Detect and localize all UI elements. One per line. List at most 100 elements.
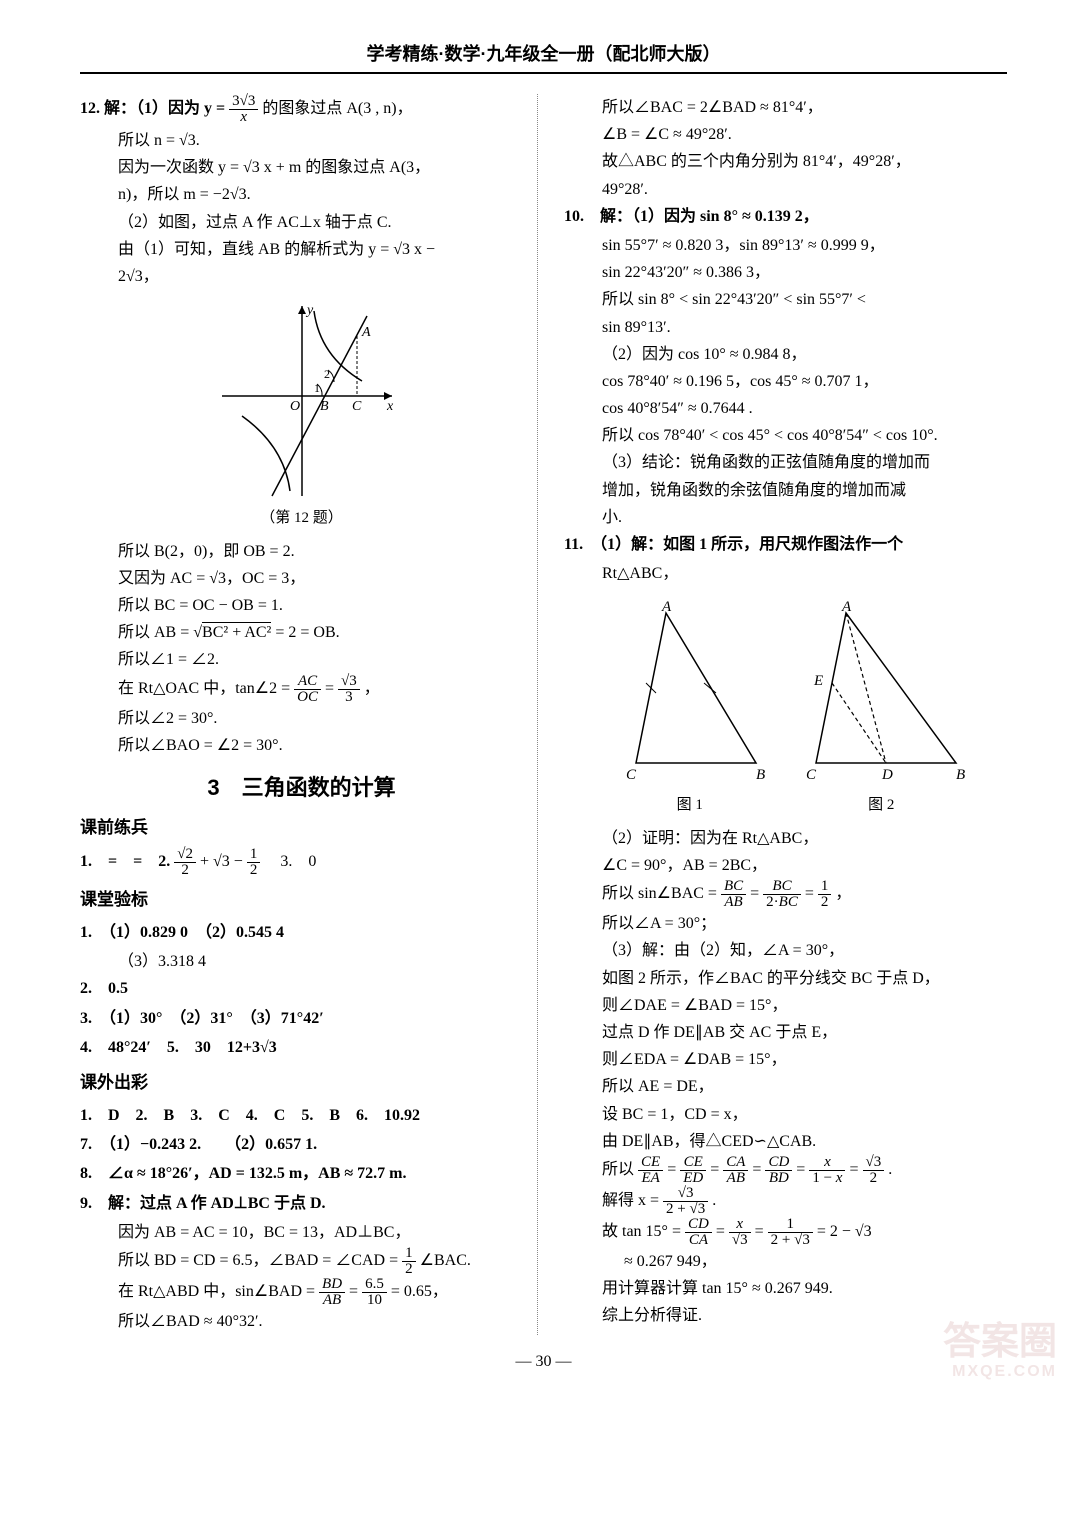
svg-text:C: C: [806, 767, 817, 783]
row: cos 40°8′54″ ≈ 0.7644 .: [564, 395, 1007, 422]
svg-text:C: C: [626, 767, 637, 783]
text: 在 Rt△ABD 中，sin∠BAD =: [118, 1283, 319, 1300]
two-columns: 12. 解：（1）因为 y = 3√3x 的图象过点 A(3 , n)， 所以 …: [80, 94, 1007, 1335]
row: ∠B = ∠C ≈ 49°28′.: [564, 121, 1007, 148]
triangle-svg: A B C A B C D E: [596, 593, 976, 793]
row: 用计算器计算 tan 15° ≈ 0.267 949.: [564, 1275, 1007, 1302]
row: 3. （1）30° （2）31° （3）71°42′: [80, 1005, 523, 1032]
row: 所以 CEEA = CEED = CAAB = CDBD = x1 − x = …: [564, 1155, 1007, 1186]
row: （2）因为 cos 10° ≈ 0.984 8，: [564, 341, 1007, 368]
frac: √32 + √3: [663, 1186, 708, 1217]
svg-text:E: E: [813, 673, 823, 689]
q12-line1: 12. 解：（1）因为 y = 3√3x 的图象过点 A(3 , n)，: [80, 94, 523, 125]
heading-ketang: 课堂验标: [80, 886, 523, 915]
row: ≈ 0.267 949，: [564, 1248, 1007, 1275]
frac: 12: [402, 1246, 416, 1277]
graph-svg: O B C x y A 2 1: [202, 296, 402, 506]
frac: BCAB: [721, 879, 746, 910]
text: 所以 n = √3.: [80, 127, 523, 154]
text: n)，所以 m = −2√3.: [80, 181, 523, 208]
text: 1. = = 2.: [80, 853, 174, 870]
frac: CAAB: [723, 1155, 748, 1186]
watermark-small: MXQE.COM: [943, 1363, 1057, 1381]
row: 则∠DAE = ∠BAD = 15°，: [564, 992, 1007, 1019]
row: 1. = = 2. √22 + √3 − 12 3. 0: [80, 847, 523, 878]
svg-text:D: D: [881, 767, 893, 783]
row: 则∠EDA = ∠DAB = 15°，: [564, 1046, 1007, 1073]
figure-11: A B C A B C D E 图 1 图 2: [564, 593, 1007, 819]
text: 解得 x =: [602, 1192, 663, 1209]
frac: √22: [174, 847, 196, 878]
text: = 0.65，: [391, 1283, 448, 1300]
row: sin 55°7′ ≈ 0.820 3，sin 89°13′ ≈ 0.999 9…: [564, 232, 1007, 259]
text: 所以 AB = √BC² + AC² = 2 = OB.: [80, 619, 523, 646]
row: ∠C = 90°，AB = 2BC，: [564, 852, 1007, 879]
left-column: 12. 解：（1）因为 y = 3√3x 的图象过点 A(3 , n)， 所以 …: [80, 94, 538, 1335]
text: 2√3，: [80, 263, 523, 290]
row: （3）解：由（2）知，∠A = 30°，: [564, 937, 1007, 964]
row: 8. ∠α ≈ 18°26′，AD = 132.5 m，AB ≈ 72.7 m.: [80, 1160, 523, 1187]
svg-text:C: C: [352, 399, 362, 414]
right-column: 所以∠BAC = 2∠BAD ≈ 81°4′， ∠B = ∠C ≈ 49°28′…: [558, 94, 1007, 1335]
svg-text:B: B: [756, 767, 765, 783]
frac: CDCA: [685, 1217, 712, 1248]
row: 所以 AE = DE，: [564, 1073, 1007, 1100]
frac: CEEA: [638, 1155, 663, 1186]
text: ∠BAC.: [420, 1252, 471, 1269]
row: （3）3.318 4: [80, 948, 523, 975]
row: （2）证明：因为在 Rt△ABC，: [564, 825, 1007, 852]
header-rule: [80, 72, 1007, 74]
text: 在 Rt△OAC 中，tan∠2 =: [118, 680, 294, 697]
text: 又因为 AC = √3，OC = 3，: [80, 565, 523, 592]
row: 所以 sin 8° < sin 22°43′20″ < sin 55°7′ <: [564, 286, 1007, 313]
svg-text:A: A: [661, 599, 672, 615]
frac: CDBD: [765, 1155, 792, 1186]
svg-text:O: O: [290, 399, 300, 414]
svg-text:A: A: [841, 599, 852, 615]
text: 故 tan 15° =: [602, 1223, 685, 1240]
row: 所以∠A = 30°；: [564, 910, 1007, 937]
figure-12: O B C x y A 2 1 （第 12 题）: [80, 296, 523, 532]
row: sin 22°43′20″ ≈ 0.386 3，: [564, 259, 1007, 286]
svg-text:B: B: [320, 399, 329, 414]
text: 所以∠BAO = ∠2 = 30°.: [80, 732, 523, 759]
page-number: — 30 —: [80, 1353, 1007, 1371]
page-header: 学考精练·数学·九年级全一册（配北师大版）: [80, 40, 1007, 66]
svg-text:B: B: [956, 767, 965, 783]
row: 故 tan 15° = CDCA = x√3 = 12 + √3 = 2 − √…: [564, 1217, 1007, 1248]
text: = 2 = OB.: [275, 624, 339, 641]
row: 11. （1）解：如图 1 所示，用尺规作图法作一个: [564, 531, 1007, 558]
row: sin 89°13′.: [564, 314, 1007, 341]
row: 49°28′.: [564, 176, 1007, 203]
svg-text:A: A: [361, 325, 371, 340]
section-title: 3 三角函数的计算: [80, 769, 523, 806]
frac: 12 + √3: [768, 1217, 813, 1248]
row: 解得 x = √32 + √3 .: [564, 1186, 1007, 1217]
text: 的图象过点 A(3 , n)，: [262, 100, 412, 117]
row: 7. （1）−0.243 2. （2）0.657 1.: [80, 1131, 523, 1158]
row: 10. 解：（1）因为 sin 8° ≈ 0.139 2，: [564, 203, 1007, 230]
frac: 12: [818, 879, 832, 910]
frac: √33: [338, 674, 360, 705]
text: （2）如图，过点 A 作 AC⊥x 轴于点 C.: [80, 209, 523, 236]
frac: 12: [247, 847, 261, 878]
row: 小.: [564, 504, 1007, 531]
svg-text:y: y: [305, 303, 314, 318]
row: 综上分析得证.: [564, 1302, 1007, 1329]
text: ，: [835, 885, 851, 902]
frac: √32: [863, 1155, 885, 1186]
svg-text:x: x: [386, 399, 394, 414]
frac-3r3-x: 3√3x: [229, 94, 258, 125]
text: = 2 − √3: [817, 1223, 872, 1240]
frac: ACOC: [294, 674, 321, 705]
text: ，: [364, 680, 380, 697]
text: 所以 BD = CD = 6.5，∠BAD = ∠CAD =: [118, 1252, 402, 1269]
svg-text:2: 2: [324, 367, 330, 381]
text: 由（1）可知，直线 AB 的解析式为 y = √3 x −: [80, 236, 523, 263]
row: cos 78°40′ ≈ 0.196 5，cos 45° ≈ 0.707 1，: [564, 368, 1007, 395]
frac: BDAB: [319, 1277, 345, 1308]
fig1-caption: 图 1: [677, 793, 703, 819]
text: 所以: [602, 1161, 638, 1178]
text: 因为一次函数 y = √3 x + m 的图象过点 A(3，: [80, 154, 523, 181]
row: 所以 sin∠BAC = BCAB = BC2·BC = 12 ，: [564, 879, 1007, 910]
